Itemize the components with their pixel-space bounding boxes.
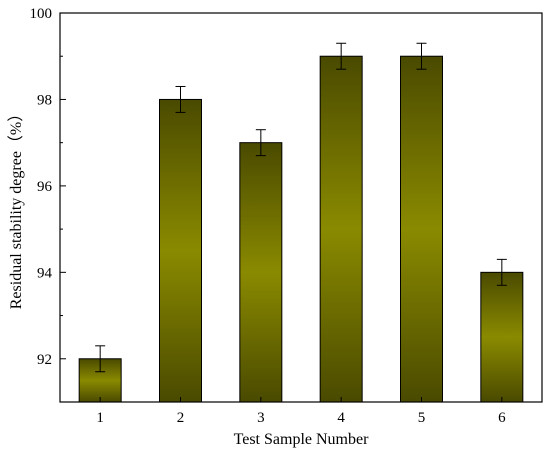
bar-5 [400, 55, 443, 403]
x-axis-ticks: 1 2 3 4 5 6 [96, 397, 506, 426]
bar-2 [159, 98, 202, 403]
x-tick-label: 4 [337, 410, 345, 426]
bars-layer [78, 55, 524, 403]
x-tick-label: 1 [96, 410, 104, 426]
y-tick-label: 96 [37, 179, 53, 195]
error-bar-2 [175, 85, 186, 113]
x-tick-label: 6 [498, 410, 506, 426]
y-tick-label: 98 [37, 92, 52, 108]
y-tick-label: 94 [37, 265, 53, 281]
error-bar-5 [416, 42, 427, 70]
error-bar-3 [255, 129, 266, 157]
x-axis-title: Test Sample Number [234, 431, 370, 448]
error-bar-6 [496, 258, 507, 286]
x-tick-label: 5 [418, 410, 426, 426]
y-tick-label: 92 [37, 352, 52, 368]
x-tick-label: 3 [257, 410, 265, 426]
y-axis-title: Residual stability degree（%） [7, 106, 25, 310]
error-bars-layer [95, 42, 507, 373]
error-bar-1 [95, 345, 106, 373]
y-axis-ticks: 92 94 96 98 100 [30, 6, 66, 403]
bar-6 [480, 271, 524, 403]
bar-3 [239, 142, 283, 403]
error-bar-4 [336, 42, 347, 70]
plot-frame [59, 12, 543, 403]
y-tick-label: 100 [30, 6, 53, 22]
bar-4 [319, 55, 363, 403]
x-tick-label: 2 [177, 410, 185, 426]
